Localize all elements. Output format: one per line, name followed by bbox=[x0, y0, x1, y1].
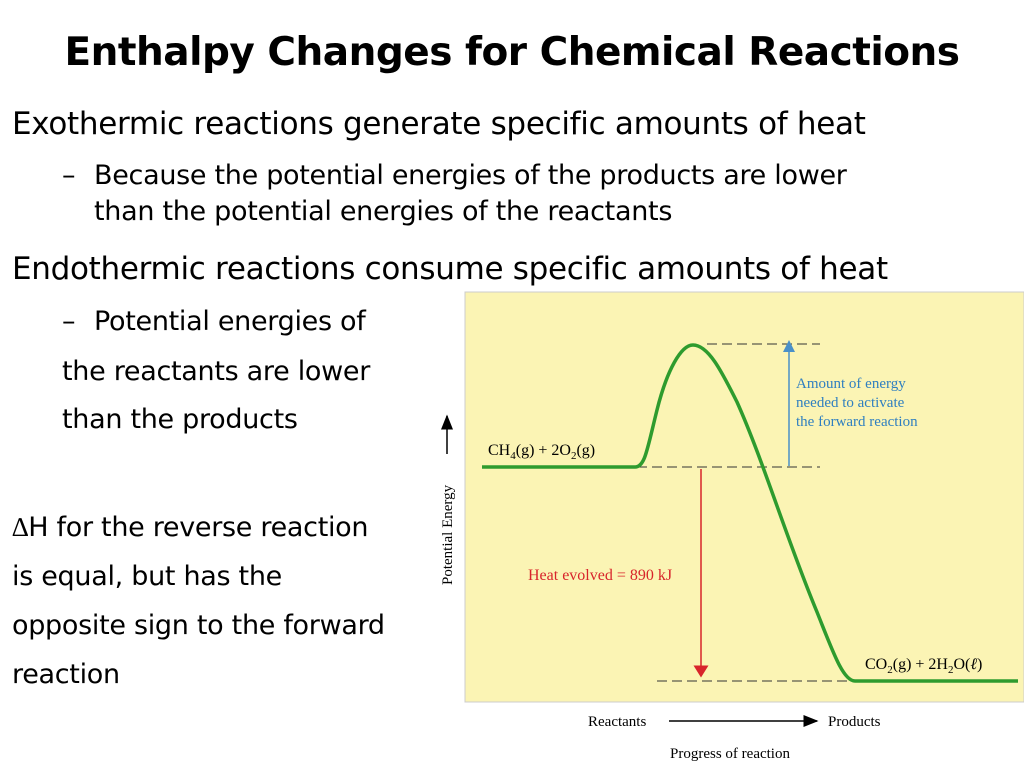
dash-marker: – bbox=[62, 306, 76, 337]
delta-h-note-line2: is equal, but has the bbox=[12, 561, 282, 592]
sub-bullet-exothermic-line2: than the potential energies of the react… bbox=[94, 196, 673, 227]
activation-label-line1: Amount of energy bbox=[796, 376, 906, 392]
energy-diagram: CH4(g) + 2O2(g) CO2(g) + 2H2O(ℓ) Amount … bbox=[440, 291, 1024, 762]
activation-label-line3: the forward reaction bbox=[796, 414, 918, 430]
x-axis-end-label: Products bbox=[828, 714, 881, 730]
bullet-endothermic: Endothermic reactions consume specific a… bbox=[12, 251, 888, 287]
x-axis-label: Progress of reaction bbox=[670, 746, 790, 762]
sub-bullet-exothermic-line1: Because the potential energies of the pr… bbox=[94, 160, 847, 191]
delta-h-note-line3: opposite sign to the forward bbox=[12, 610, 385, 641]
energy-curve bbox=[482, 343, 1018, 683]
bullet-exothermic: Exothermic reactions generate specific a… bbox=[12, 106, 866, 142]
activation-label-line2: needed to activate bbox=[796, 395, 905, 411]
sub-bullet-endothermic-line1: Potential energies of bbox=[94, 306, 366, 337]
heat-evolved-label: Heat evolved = 890 kJ bbox=[528, 567, 672, 584]
slide-title: Enthalpy Changes for Chemical Reactions bbox=[64, 30, 960, 75]
sub-bullet-endothermic-line3: than the products bbox=[62, 404, 298, 435]
y-axis-label: Potential Energy bbox=[440, 484, 456, 585]
diagram-background bbox=[464, 291, 1024, 703]
delta-h-note-line1: ∆H for the reverse reaction bbox=[12, 512, 369, 543]
delta-h-note-line4: reaction bbox=[12, 659, 120, 690]
sub-bullet-endothermic-line2: the reactants are lower bbox=[62, 356, 371, 387]
products-formula: CO2(g) + 2H2O(ℓ) bbox=[865, 656, 982, 676]
x-axis-start-label: Reactants bbox=[588, 714, 646, 730]
delta-h-text: H for the reverse reaction bbox=[28, 512, 369, 543]
delta-symbol: ∆ bbox=[12, 512, 29, 542]
dash-marker: – bbox=[62, 160, 76, 191]
reactants-formula: CH4(g) + 2O2(g) bbox=[488, 442, 595, 462]
